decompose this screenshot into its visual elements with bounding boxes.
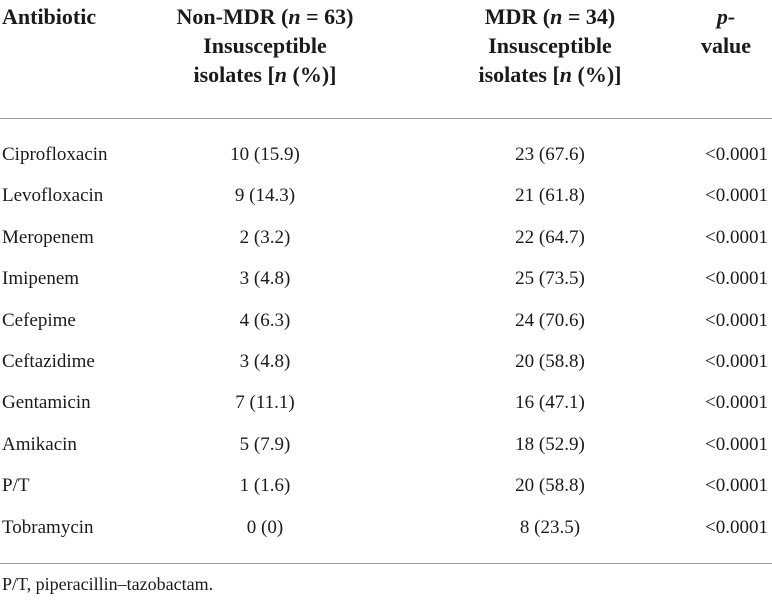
cell-mdr: 16 (47.1) [515,392,585,414]
cell-non-mdr: 2 (3.2) [239,226,291,248]
cell-non-mdr: 5 (7.9) [239,433,291,455]
header-p-value: p- value [680,2,772,60]
cell-antibiotic: Gentamicin [2,392,91,414]
cell-antibiotic: Meropenem [2,226,94,248]
cell-antibiotic: Amikacin [2,433,77,455]
cell-p-value: <0.0001 [705,350,768,372]
table-row: Gentamicin 7 (11.1) 16 (47.1) <0.0001 [0,382,772,423]
header-antibiotic: Antibiotic [2,2,96,31]
cell-antibiotic: Tobramycin [2,516,94,538]
table-footnote: P/T, piperacillin–tazobactam. [2,574,214,594]
header-antibiotic-label: Antibiotic [2,4,97,29]
table-row: Tobramycin 0 (0) 8 (23.5) <0.0001 [0,507,772,548]
cell-p-value: <0.0001 [705,268,768,290]
table-row: P/T 1 (1.6) 20 (58.8) <0.0001 [0,465,772,506]
table-row: Amikacin 5 (7.9) 18 (52.9) <0.0001 [0,424,772,465]
header-p-line2: value [700,33,752,58]
cell-p-value: <0.0001 [705,475,768,497]
header-mdr-line1: MDR (n = 34) [484,4,616,29]
cell-antibiotic: Ceftazidime [2,350,95,372]
cell-p-value: <0.0001 [705,309,768,331]
header-mdr-line2: Insusceptible [488,33,612,58]
cell-antibiotic: Levofloxacin [2,185,104,207]
header-mdr-line3: isolates [n (%)] [478,62,622,87]
cell-mdr: 22 (64.7) [515,226,585,248]
table-row: Levofloxacin 9 (14.3) 21 (61.8) <0.0001 [0,175,772,216]
cell-p-value: <0.0001 [705,516,768,538]
header-non-mdr: Non-MDR (n = 63) Insusceptible isolates … [150,2,380,89]
cell-mdr: 24 (70.6) [515,309,585,331]
table-row: Ciprofloxacin 10 (15.9) 23 (67.6) <0.0001 [0,134,772,175]
cell-p-value: <0.0001 [705,433,768,455]
cell-p-value: <0.0001 [705,185,768,207]
cell-antibiotic: Imipenem [2,268,80,290]
cell-mdr: 25 (73.5) [515,268,585,290]
cell-mdr: 21 (61.8) [515,185,585,207]
header-non-mdr-line3: isolates [n (%)] [193,62,337,87]
cell-mdr: 20 (58.8) [515,475,585,497]
cell-antibiotic: Cefepime [2,309,76,331]
cell-non-mdr: 7 (11.1) [235,392,295,414]
header-divider [0,118,772,119]
cell-non-mdr: 3 (4.8) [239,268,291,290]
cell-p-value: <0.0001 [705,392,768,414]
cell-non-mdr: 0 (0) [246,516,284,538]
cell-p-value: <0.0001 [705,226,768,248]
footer-divider [0,563,772,564]
cell-antibiotic: Ciprofloxacin [2,144,108,165]
cell-non-mdr: 1 (1.6) [239,475,291,497]
cell-non-mdr: 4 (6.3) [239,309,291,331]
header-p-line1: p- [716,4,736,29]
table-row: Cefepime 4 (6.3) 24 (70.6) <0.0001 [0,300,772,341]
cell-non-mdr: 9 (14.3) [234,185,296,207]
cell-mdr: 8 (23.5) [519,516,581,538]
table-row: Ceftazidime 3 (4.8) 20 (58.8) <0.0001 [0,341,772,382]
table-header: Antibiotic Non-MDR (n = 63) Insusceptibl… [0,0,772,118]
table-body: Ciprofloxacin 10 (15.9) 23 (67.6) <0.0001 Le… [0,134,772,548]
cell-antibiotic: P/T [2,475,30,497]
header-non-mdr-line2: Insusceptible [203,33,327,58]
cell-mdr: 20 (58.8) [515,350,585,372]
table-row: Imipenem 3 (4.8) 25 (73.5) <0.0001 [0,258,772,299]
table-row: Meropenem 2 (3.2) 22 (64.7) <0.0001 [0,217,772,258]
cell-non-mdr: 3 (4.8) [239,350,291,372]
header-mdr: MDR (n = 34) Insusceptible isolates [n (… [440,2,660,89]
cell-non-mdr: 10 (15.9) [230,144,300,165]
cell-mdr: 18 (52.9) [515,433,585,455]
cell-p-value: <0.0001 [705,144,768,165]
header-non-mdr-line1: Non-MDR (n = 63) [176,4,354,29]
cell-mdr: 23 (67.6) [515,144,585,165]
